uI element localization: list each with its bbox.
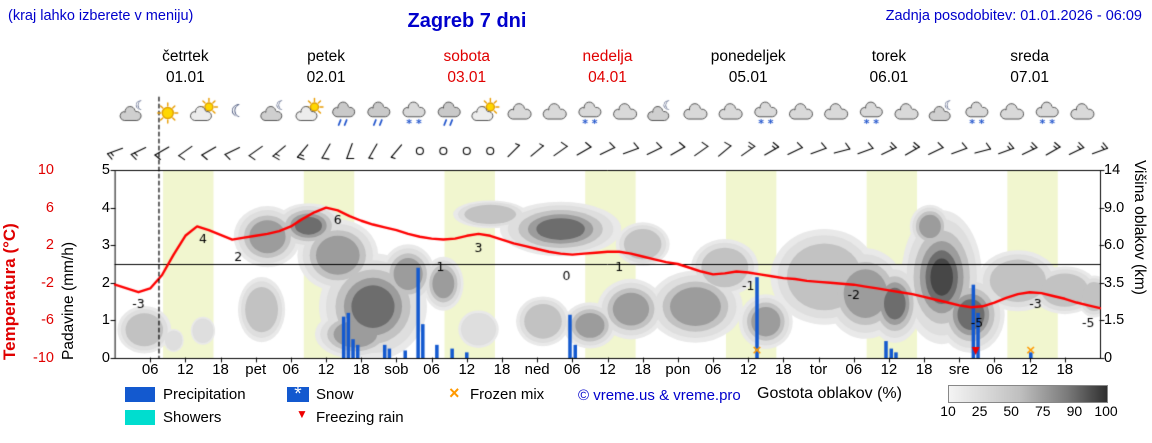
cloud-density-tick: 100 xyxy=(1094,403,1118,419)
x-tick: 18 xyxy=(493,361,511,378)
legend-frozen-mix: Frozen mix xyxy=(470,386,545,403)
x-tick: 06 xyxy=(563,361,581,378)
temp-tick: -6 xyxy=(41,312,54,329)
cloud-density-gradient xyxy=(948,385,1108,403)
cloud-tick: 14 xyxy=(1104,162,1121,178)
x-tick: 06 xyxy=(845,361,863,378)
snow-swatch xyxy=(287,387,309,402)
cloud-density-tick: 90 xyxy=(1066,403,1083,419)
freezing-rain-icon: ▼ xyxy=(296,407,308,421)
cloud-tick: 3.5 xyxy=(1104,274,1125,291)
legend-showers: Showers xyxy=(163,409,222,426)
day-header: nedelja 04.01 xyxy=(538,46,678,88)
legend-freezing-rain: Freezing rain xyxy=(316,409,404,426)
day-date: 04.01 xyxy=(588,69,627,86)
day-date: 03.01 xyxy=(447,69,487,86)
cloud-density-tick: 25 xyxy=(971,403,988,419)
cloud-density-label: Gostota oblakov (%) xyxy=(757,385,902,402)
last-update: Zadnja posodobitev: 01.01.2026 - 06:09 xyxy=(885,8,1142,24)
day-header: ponedeljek 05.01 xyxy=(678,46,818,88)
cloud-tick: 0 xyxy=(1104,350,1113,366)
copyright-link[interactable]: © vreme.us & vreme.pro xyxy=(578,387,741,404)
snow-star-icon: * xyxy=(294,384,302,405)
x-tick: 12 xyxy=(599,361,616,378)
precipitation-swatch xyxy=(125,387,155,402)
x-tick: 06 xyxy=(141,361,159,378)
temp-tick: 6 xyxy=(45,199,54,216)
x-tick: sob xyxy=(384,361,409,378)
day-name: ponedeljek xyxy=(710,48,786,65)
frozen-mix-icon: × xyxy=(449,383,460,403)
x-tick: pon xyxy=(665,361,691,378)
day-header: petek 02.01 xyxy=(256,46,396,88)
day-date: 01.01 xyxy=(165,69,205,86)
day-date: 07.01 xyxy=(1010,69,1050,86)
x-tick: sre xyxy=(948,361,970,378)
cloud-axis-label: Višina oblakov (km) xyxy=(1131,160,1148,295)
cloud-density-tick: 10 xyxy=(940,403,956,419)
precip-tick: 3 xyxy=(101,237,110,254)
precip-tick: 5 xyxy=(101,162,110,178)
legend-precipitation: Precipitation xyxy=(163,386,246,403)
day-header: četrtek 01.01 xyxy=(115,46,255,88)
temp-tick: -2 xyxy=(41,274,54,291)
x-tick: 18 xyxy=(915,361,933,378)
precip-tick: 0 xyxy=(101,350,110,366)
x-tick: 18 xyxy=(775,361,792,378)
x-tick: 12 xyxy=(739,361,757,378)
precip-axis-label: Padavine (mm/h) xyxy=(60,241,77,360)
x-tick: 06 xyxy=(704,361,722,378)
x-tick: 06 xyxy=(423,361,440,378)
day-name: sobota xyxy=(443,48,491,65)
precip-tick: 1 xyxy=(101,312,110,329)
day-header: torek 06.01 xyxy=(819,46,959,88)
temp-tick: 2 xyxy=(45,237,54,254)
x-tick: 12 xyxy=(317,361,335,378)
temp-axis-label: Temperatura (°C) xyxy=(0,223,19,360)
x-tick: 18 xyxy=(352,361,370,378)
x-tick: 12 xyxy=(177,361,194,378)
day-name: nedelja xyxy=(582,48,633,65)
x-tick: 12 xyxy=(1021,361,1038,378)
day-name: torek xyxy=(871,48,907,65)
day-name: petek xyxy=(307,48,346,65)
cloud-tick: 6.0 xyxy=(1104,237,1125,254)
day-date: 06.01 xyxy=(869,69,909,86)
day-date: 02.01 xyxy=(306,69,346,86)
legend-snow: Snow xyxy=(316,386,354,403)
precip-tick: 4 xyxy=(101,199,110,216)
x-tick: ned xyxy=(524,361,550,378)
page-title: Zagreb 7 dni xyxy=(407,10,527,32)
x-tick: 12 xyxy=(458,361,476,378)
precip-tick: 2 xyxy=(101,274,110,291)
x-tick: 06 xyxy=(986,361,1003,378)
cloud-density-tick: 50 xyxy=(1003,403,1019,419)
x-tick: 18 xyxy=(634,361,652,378)
day-name: četrtek xyxy=(162,48,209,65)
day-date: 05.01 xyxy=(728,69,768,86)
location-note[interactable]: (kraj lahko izberete v meniju) xyxy=(8,8,194,24)
temp-tick: 10 xyxy=(37,162,54,178)
cloud-tick: 1.5 xyxy=(1104,312,1125,329)
cloud-tick: 9.0 xyxy=(1104,199,1125,216)
day-name: sreda xyxy=(1010,48,1050,65)
x-tick: pet xyxy=(245,361,267,378)
x-tick: 18 xyxy=(1056,361,1074,378)
cloud-density-tick: 75 xyxy=(1035,403,1051,419)
showers-swatch xyxy=(125,410,155,425)
x-tick: 12 xyxy=(880,361,898,378)
x-tick: tor xyxy=(809,361,828,378)
temp-tick: -10 xyxy=(33,350,54,366)
day-header: sreda 07.01 xyxy=(960,46,1100,88)
x-tick: 06 xyxy=(282,361,300,378)
x-tick: 18 xyxy=(212,361,229,378)
day-header: sobota 03.01 xyxy=(397,46,537,88)
